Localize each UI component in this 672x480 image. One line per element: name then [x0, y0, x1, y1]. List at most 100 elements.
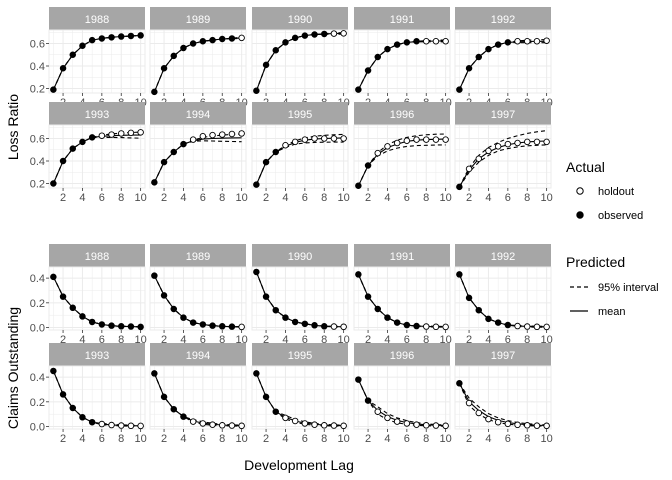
x-tick-label: 4	[485, 334, 491, 346]
observed-point	[403, 321, 411, 329]
y-tick-label: 0.4	[30, 273, 45, 285]
holdout-point	[543, 323, 550, 331]
mean-line	[357, 274, 446, 328]
holdout-point	[238, 130, 245, 137]
x-tick-label: 4	[180, 192, 186, 204]
observed-point	[262, 61, 270, 69]
holdout-point	[403, 137, 411, 144]
observed-point	[403, 39, 411, 46]
mean-line	[52, 276, 141, 328]
holdout-point	[108, 131, 115, 138]
y-tick-label: 0.2	[30, 397, 45, 409]
facet-strip-label: 1994	[186, 109, 210, 121]
observed-point	[151, 179, 158, 186]
x-tick-label: 10	[338, 433, 350, 445]
holdout-point	[189, 136, 197, 143]
holdout-point	[504, 420, 512, 428]
x-tick-label: 10	[236, 433, 248, 445]
facet-panel-claims-outstanding-1996: 1996 2 4 6 8 10	[353, 343, 452, 445]
interval-upper-line	[357, 133, 446, 187]
y-tick-label: 0.2	[30, 179, 45, 191]
x-tick-label: 2	[263, 192, 269, 204]
interval-upper-line	[458, 130, 547, 188]
holdout-point	[543, 37, 550, 44]
holdout-point	[494, 418, 502, 426]
x-tick-label: 4	[180, 334, 186, 346]
x-tick-label: 6	[404, 192, 410, 204]
holdout-point	[320, 135, 328, 142]
observed-point	[59, 391, 67, 398]
facet-panel-loss-ratio-1994: 1994 2 4 6 8 10	[149, 102, 248, 204]
observed-point	[137, 32, 144, 39]
holdout-point	[199, 132, 207, 140]
observed-point	[494, 319, 502, 326]
mean-line	[52, 134, 141, 184]
mean-line	[357, 379, 446, 427]
facet-strip	[49, 244, 145, 267]
observed-point	[160, 292, 168, 299]
observed-point	[151, 88, 158, 96]
observed-point	[69, 404, 77, 412]
interval-lower-line	[458, 383, 547, 427]
observed-point	[88, 318, 96, 326]
facet-strip-label: 1992	[491, 251, 515, 263]
y-tick-label: 0.4	[30, 156, 45, 168]
facet-strip-label: 1992	[491, 14, 515, 26]
mean-line	[255, 32, 344, 91]
panel-background	[48, 29, 146, 94]
x-tick-label: 6	[302, 334, 308, 346]
x-tick-label: 6	[505, 192, 511, 204]
holdout-point	[384, 143, 391, 150]
legend-actual-title: Actual	[566, 159, 605, 175]
holdout-point	[393, 418, 401, 425]
x-tick-label: 6	[99, 192, 105, 204]
y-axis-title-top: Loss Ratio	[5, 94, 21, 160]
observed-point	[108, 34, 115, 41]
observed-point	[272, 306, 280, 314]
holdout-point	[330, 135, 338, 142]
holdout-point	[523, 38, 531, 45]
x-tick-label: 4	[282, 192, 288, 204]
panel-background	[353, 365, 451, 430]
holdout-point	[523, 323, 531, 330]
x-tick-label: 10	[440, 433, 452, 445]
mean-line	[153, 373, 242, 427]
holdout-point	[523, 138, 531, 146]
holdout-point	[485, 415, 492, 423]
holdout-point	[514, 139, 521, 147]
holdout-point	[465, 399, 473, 407]
observed-point	[127, 32, 135, 40]
mean-line	[153, 275, 242, 328]
x-tick-label: 2	[466, 192, 472, 204]
observed-point	[137, 323, 144, 331]
x-tick-label: 2	[263, 334, 269, 346]
x-tick-label: 10	[541, 192, 553, 204]
y-tick-label: 0.4	[30, 372, 45, 384]
x-tick-label: 6	[200, 192, 206, 204]
observed-point	[475, 53, 483, 61]
observed-point	[465, 294, 473, 302]
x-tick-label: 8	[423, 433, 429, 445]
x-tick-label: 10	[440, 192, 452, 204]
facet-strip	[252, 244, 348, 267]
observed-point	[253, 268, 260, 276]
legend-mean-label: mean	[598, 306, 626, 318]
x-tick-label: 8	[219, 433, 225, 445]
holdout-point	[209, 421, 216, 428]
y-tick-label: 0.6	[30, 134, 45, 146]
observed-point	[485, 45, 492, 53]
x-tick-label: 8	[321, 433, 327, 445]
holdout-point	[432, 38, 440, 45]
x-tick-label: 4	[384, 192, 390, 204]
holdout-point	[384, 414, 391, 422]
observed-point	[456, 380, 463, 387]
observed-point	[384, 45, 391, 53]
mean-line	[255, 271, 344, 328]
observed-point	[98, 321, 106, 328]
legend-predicted-title: Predicted	[566, 254, 625, 270]
observed-point	[282, 314, 289, 321]
